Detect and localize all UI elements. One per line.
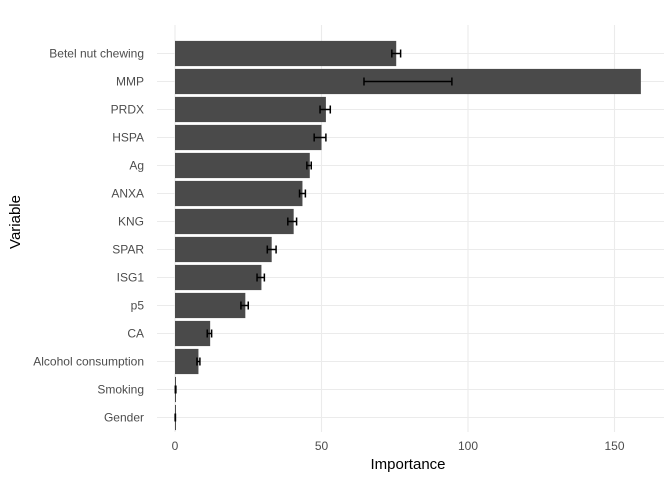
bar xyxy=(175,208,294,235)
y-axis-title: Variable xyxy=(7,195,24,249)
y-tick-label: SPAR xyxy=(112,243,144,257)
y-tick-label: p5 xyxy=(131,299,145,313)
bar xyxy=(175,96,326,123)
bars xyxy=(175,40,641,431)
error-bar xyxy=(287,217,298,226)
error-bar xyxy=(256,273,266,282)
bar xyxy=(175,264,262,291)
x-tick-label: 150 xyxy=(604,439,624,453)
error-bar xyxy=(306,161,312,170)
y-tick-label: KNG xyxy=(118,215,144,229)
y-tick-label: Ag xyxy=(129,159,144,173)
error-bar xyxy=(196,357,201,366)
y-tick-label: PRDX xyxy=(111,103,144,117)
y-tick-label: Betel nut chewing xyxy=(49,47,144,61)
bar xyxy=(175,320,211,347)
y-tick-label: CA xyxy=(127,327,144,341)
error-bar xyxy=(206,329,213,338)
error-bar xyxy=(319,105,332,114)
y-tick-label: ISG1 xyxy=(117,271,145,285)
bar xyxy=(175,292,246,319)
error-bar xyxy=(391,49,402,58)
error-bar xyxy=(298,189,307,198)
bar xyxy=(175,124,322,151)
y-tick-label: Gender xyxy=(104,411,144,425)
error-bars xyxy=(174,49,453,422)
y-tick-label: ANXA xyxy=(111,187,144,201)
y-tick-label: Smoking xyxy=(97,383,144,397)
y-tick-label: MMP xyxy=(116,75,144,89)
bar xyxy=(175,236,272,263)
x-axis-title: Importance xyxy=(370,456,445,473)
error-bar xyxy=(240,301,249,310)
y-tick-label: Alcohol consumption xyxy=(33,355,144,369)
x-tick-label: 100 xyxy=(458,439,478,453)
bar xyxy=(175,40,397,67)
x-tick-label: 0 xyxy=(172,439,179,453)
y-tick-label: HSPA xyxy=(112,131,144,145)
error-bar xyxy=(174,385,177,394)
x-tick-label: 50 xyxy=(315,439,329,453)
error-bar xyxy=(363,77,453,86)
bar xyxy=(175,152,310,179)
x-tick-labels: 0 50 100 150 xyxy=(172,439,625,453)
bar xyxy=(175,348,199,375)
bar xyxy=(175,180,303,207)
error-bar xyxy=(266,245,277,254)
error-bar xyxy=(313,133,327,142)
y-tick-labels: Betel nut chewing MMP PRDX HSPA Ag ANXA KNG SPA… xyxy=(33,47,144,425)
